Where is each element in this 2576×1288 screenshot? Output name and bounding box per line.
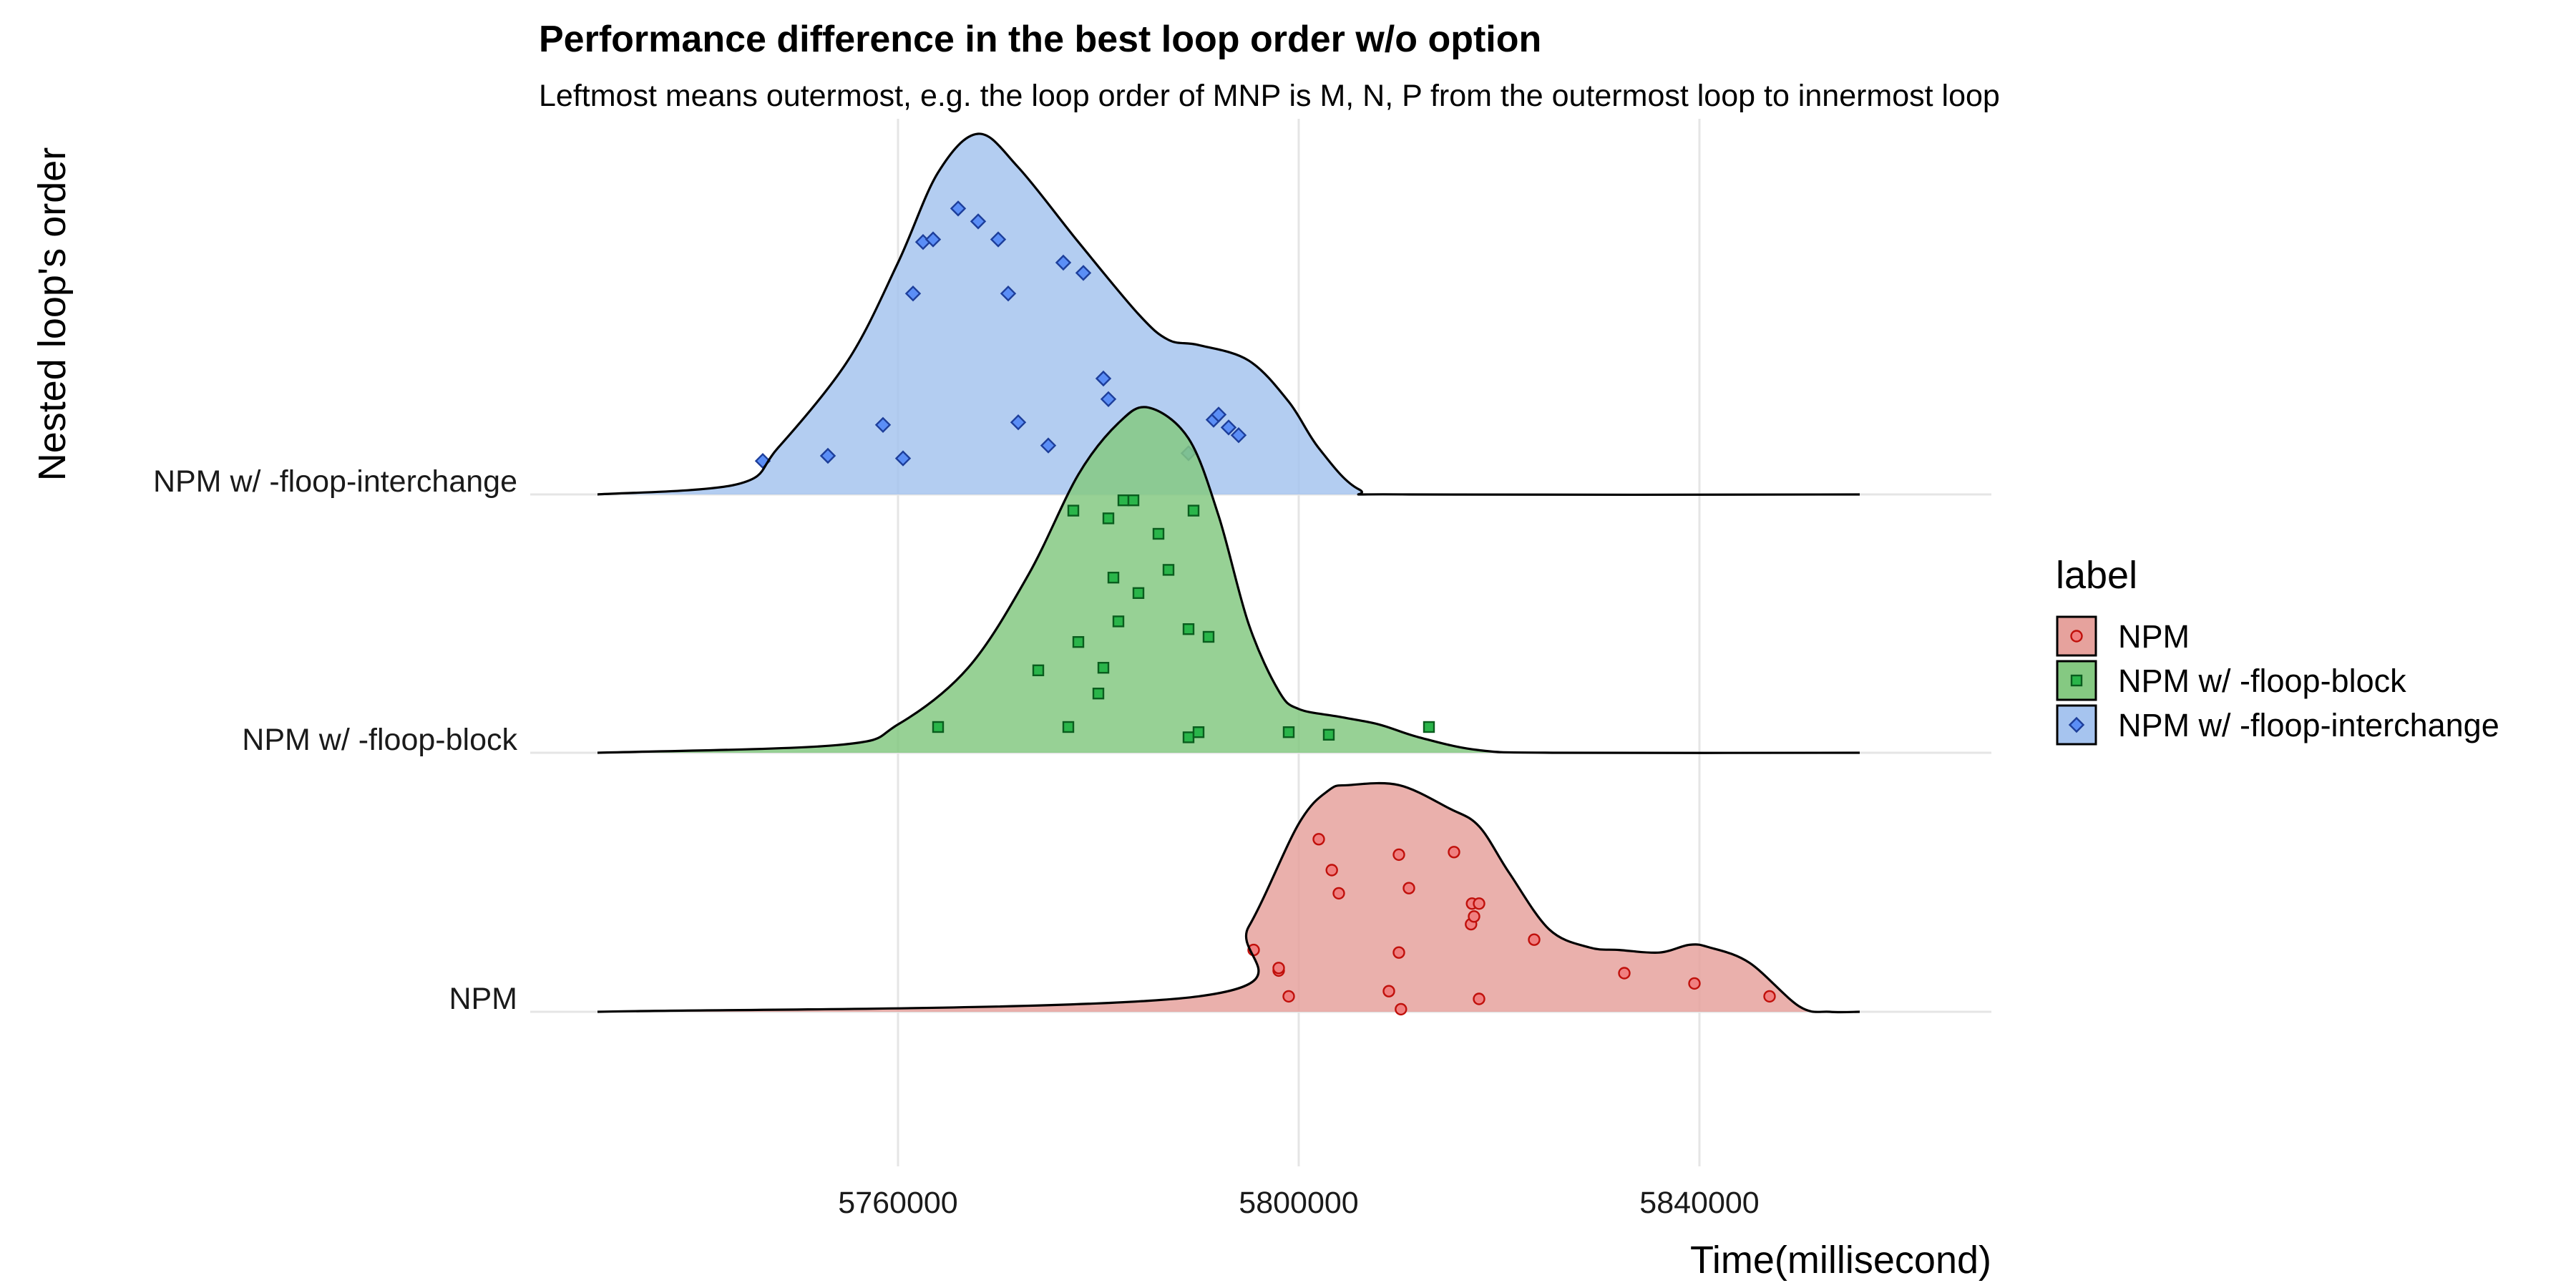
y-axis-title: Nested loop's order	[31, 147, 74, 482]
data-point	[1187, 504, 1200, 517]
legend: label NPM NPM w/ -floop-block NPM w/ -floo…	[2056, 554, 2499, 746]
legend-item: NPM w/ -floop-interchange	[2056, 704, 2499, 746]
data-point	[1332, 887, 1345, 900]
density-area	[597, 133, 1860, 495]
legend-title: label	[2056, 554, 2137, 597]
data-point	[2068, 716, 2085, 733]
data-point	[1322, 728, 1335, 741]
data-point	[1097, 662, 1110, 674]
data-point	[1202, 630, 1215, 643]
data-point	[1010, 414, 1027, 431]
data-point	[1392, 946, 1405, 959]
data-point	[1112, 615, 1125, 628]
data-point	[1382, 985, 1395, 997]
x-tick-label: 5760000	[838, 1186, 957, 1220]
y-tick-labels: NPM NPM w/ -floop-block NPM w/ -floop-inte…	[153, 464, 518, 1016]
data-point	[1182, 731, 1195, 743]
ridge-series	[597, 781, 1860, 1016]
chart-subtitle: Leftmost means outermost, e.g. the loop …	[539, 79, 2000, 113]
data-point	[1618, 967, 1631, 980]
data-point	[1272, 962, 1285, 975]
data-point	[1092, 688, 1105, 700]
data-point	[1392, 848, 1405, 862]
data-point	[1152, 527, 1165, 540]
legend-items: NPM NPM w/ -floop-block NPM w/ -floop-inte…	[2056, 615, 2499, 746]
legend-label: NPM	[2118, 618, 2190, 655]
data-point	[1528, 933, 1541, 946]
data-point	[970, 213, 987, 230]
y-tick-label: NPM	[449, 982, 517, 1016]
data-point	[1220, 419, 1237, 436]
data-point	[1448, 846, 1460, 859]
data-point	[1688, 977, 1701, 990]
data-point	[1192, 726, 1205, 738]
data-point	[819, 447, 836, 464]
data-point	[1468, 910, 1480, 923]
data-point	[1132, 587, 1145, 599]
data-point	[2070, 630, 2083, 643]
data-point	[1032, 664, 1045, 676]
data-point	[1230, 427, 1247, 444]
data-point	[1107, 572, 1120, 584]
data-point	[1040, 437, 1057, 454]
data-point	[1100, 391, 1117, 407]
data-point	[1127, 494, 1140, 507]
data-point	[1162, 564, 1175, 576]
data-point	[1062, 721, 1075, 733]
density-curve	[597, 781, 1860, 1014]
data-point	[1075, 265, 1092, 281]
data-point	[874, 416, 892, 433]
data-point	[1117, 494, 1130, 507]
data-point	[950, 200, 967, 217]
x-tick-labels: 5760000 5800000 5840000	[838, 1186, 1759, 1220]
y-tick-label: NPM w/ -floop-interchange	[153, 464, 517, 499]
chart-title: Performance difference in the best loop …	[539, 19, 1541, 60]
data-point	[1000, 286, 1017, 302]
data-point	[932, 721, 945, 733]
legend-key	[2056, 704, 2097, 746]
x-tick-label: 5800000	[1239, 1186, 1358, 1220]
data-point	[1325, 864, 1338, 877]
density-area	[597, 406, 1860, 753]
data-point	[2070, 674, 2083, 687]
legend-label: NPM w/ -floop-interchange	[2118, 707, 2499, 743]
data-point	[1312, 833, 1325, 846]
density-curve	[597, 406, 1860, 754]
data-point	[1055, 254, 1072, 271]
data-point	[1395, 1002, 1407, 1016]
x-axis-title: Time(millisecond)	[1690, 1239, 1991, 1282]
data-point	[1072, 636, 1085, 648]
legend-item: NPM	[2056, 615, 2190, 657]
data-point	[904, 286, 922, 302]
data-point	[1067, 504, 1080, 517]
y-tick-label: NPM w/ -floop-block	[242, 723, 517, 757]
data-point	[1763, 990, 1776, 1003]
data-point	[1473, 992, 1485, 1005]
data-point	[894, 450, 912, 467]
data-point	[1282, 990, 1295, 1003]
legend-item: NPM w/ -floop-block	[2056, 660, 2406, 701]
ridge-layer	[597, 132, 1860, 1016]
density-area	[597, 783, 1860, 1013]
legend-label: NPM w/ -floop-block	[2118, 663, 2406, 699]
data-point	[1423, 721, 1435, 733]
data-point	[990, 231, 1007, 248]
data-point	[1182, 623, 1195, 635]
data-point	[1473, 897, 1485, 910]
data-point	[1402, 882, 1415, 894]
data-point	[924, 231, 942, 248]
ridge-series	[597, 406, 1860, 754]
data-point	[1210, 406, 1227, 423]
data-point	[1095, 370, 1112, 387]
ridge-series	[597, 132, 1860, 497]
legend-key	[2056, 660, 2097, 701]
density-curve	[597, 132, 1860, 497]
x-tick-label: 5840000	[1639, 1186, 1759, 1220]
data-point	[1282, 726, 1295, 738]
data-point	[1102, 512, 1115, 525]
